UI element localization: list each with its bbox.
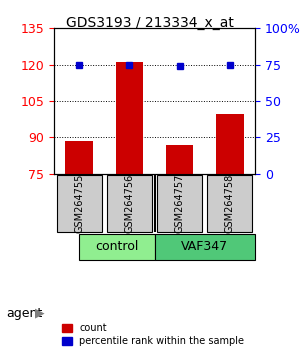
Bar <box>216 114 244 174</box>
Text: GDS3193 / 213334_x_at: GDS3193 / 213334_x_at <box>66 16 234 30</box>
Legend: count, percentile rank within the sample: count, percentile rank within the sample <box>59 320 247 349</box>
Bar <box>166 145 194 174</box>
FancyBboxPatch shape <box>157 175 202 232</box>
Text: GSM264758: GSM264758 <box>225 173 235 233</box>
Bar <box>116 62 143 174</box>
Text: GSM264757: GSM264757 <box>175 173 184 233</box>
FancyBboxPatch shape <box>207 175 253 232</box>
Text: ▶: ▶ <box>34 307 44 320</box>
FancyBboxPatch shape <box>79 234 154 260</box>
Text: VAF347: VAF347 <box>181 240 228 253</box>
Text: agent: agent <box>6 307 42 320</box>
FancyBboxPatch shape <box>107 175 152 232</box>
Text: GSM264756: GSM264756 <box>124 173 134 233</box>
Bar <box>65 141 93 174</box>
Text: control: control <box>95 240 139 253</box>
FancyBboxPatch shape <box>154 234 255 260</box>
FancyBboxPatch shape <box>56 175 102 232</box>
Text: GSM264755: GSM264755 <box>74 173 84 233</box>
